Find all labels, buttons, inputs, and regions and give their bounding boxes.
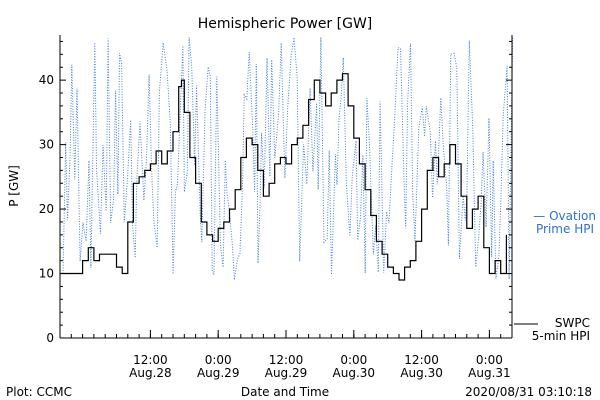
x-tick-label-time: 12:00	[404, 353, 439, 367]
ovation-prime-series-line	[62, 36, 514, 280]
x-tick-label-date: Aug.30	[333, 366, 376, 380]
x-tick-label-date: Aug.28	[129, 366, 172, 380]
y-tick-label: 40	[39, 73, 54, 87]
chart-title: Hemispheric Power [GW]	[198, 16, 373, 32]
legend-ovation-line1: — Ovation	[533, 209, 596, 223]
x-tick-label-time: 12:00	[269, 353, 304, 367]
x-tick-label-date: Aug.29	[197, 366, 240, 380]
plot-area: 01020304012:00Aug.280:00Aug.2912:00Aug.2…	[39, 35, 514, 380]
x-axis-label: Date and Time	[241, 385, 329, 399]
x-tick-label-date: Aug.29	[265, 366, 308, 380]
legend-ovation-line2: Prime HPI	[536, 222, 594, 236]
swpc-series-line	[60, 73, 507, 281]
x-tick-label-time: 0:00	[476, 353, 503, 367]
y-tick-label: 0	[46, 331, 54, 345]
y-tick-label: 20	[39, 202, 54, 216]
footer-credit: Plot: CCMC	[6, 385, 72, 399]
x-tick-label-time: 12:00	[133, 353, 168, 367]
x-tick-label-date: Aug.31	[468, 366, 511, 380]
x-tick-label-date: Aug.30	[400, 366, 443, 380]
y-tick-label: 30	[39, 138, 54, 152]
legend-swpc-line1: SWPC	[555, 316, 590, 330]
x-tick-label-time: 0:00	[205, 353, 232, 367]
y-axis-label: P [GW]	[7, 165, 21, 207]
x-tick-label-time: 0:00	[340, 353, 367, 367]
footer-timestamp: 2020/08/31 03:10:18	[465, 385, 592, 399]
legend-swpc-line2: 5-min HPI	[532, 329, 590, 343]
y-tick-label: 10	[39, 267, 54, 281]
